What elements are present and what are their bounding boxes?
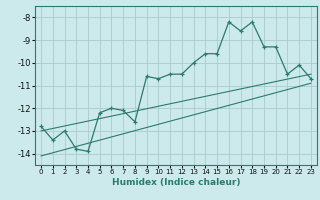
X-axis label: Humidex (Indice chaleur): Humidex (Indice chaleur) bbox=[112, 178, 240, 187]
